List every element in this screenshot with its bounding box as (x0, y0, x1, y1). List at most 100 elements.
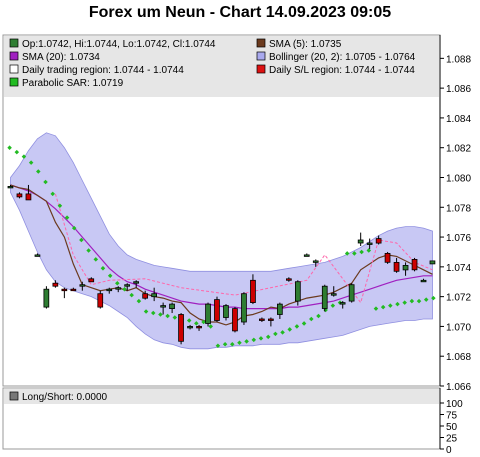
legend-swatch (256, 51, 266, 61)
candle-body (205, 303, 211, 324)
legend-label: Bollinger (20, 2): 1.0705 - 1.0764 (269, 52, 416, 63)
sar-point (71, 225, 77, 231)
candle-body (339, 302, 346, 305)
sub-y-tick-label: 0 (446, 445, 452, 456)
y-tick-label: 1.074 (446, 263, 471, 274)
candle-body (142, 293, 148, 299)
candle-body (321, 285, 328, 309)
legend-swatch (256, 38, 266, 48)
legend-label: SMA (20): 1.0734 (22, 52, 100, 63)
sar-point (115, 280, 120, 286)
sub-legend-swatch (9, 391, 19, 401)
sar-point (172, 315, 178, 320)
sar-point (36, 169, 41, 174)
chart-title: Forex um Neun - Chart 14.09.2023 09:05 (88, 4, 392, 21)
sma-20-path (10, 184, 433, 310)
candle-body (61, 288, 68, 292)
sar-point (373, 306, 379, 311)
candle-body (330, 293, 337, 296)
candle-body (420, 279, 427, 283)
sar-point (129, 292, 134, 298)
y-tick-label: 1.082 (446, 144, 471, 155)
y-tick-label: 1.066 (446, 382, 471, 393)
candle-body (52, 282, 59, 287)
sub-legend-box (4, 389, 439, 404)
legend-label: Daily trading region: 1.0744 - 1.0744 (22, 65, 184, 76)
sar-point (215, 343, 221, 349)
legend: Op:1.0742, Hi:1.0744, Lo:1.0742, Cl:1.07… (9, 38, 416, 89)
candle-body (276, 303, 283, 315)
sar-point (344, 251, 350, 256)
sar-point (388, 303, 393, 308)
sub-y-tick-label: 25 (446, 434, 458, 445)
candle-body (160, 305, 166, 308)
y-tick-label: 1.072 (446, 293, 471, 304)
candle-body (115, 287, 122, 290)
y-tick-label: 1.080 (446, 173, 471, 184)
candle-body (303, 254, 310, 257)
sma-20-line (10, 184, 433, 310)
legend-swatch (9, 38, 19, 48)
sar-point (294, 324, 300, 329)
sub-y-tick-label: 100 (446, 399, 463, 410)
legend-label: Daily S/L region: 1.0744 - 1.0744 (269, 65, 415, 76)
candles (7, 184, 436, 345)
sar-point (280, 330, 285, 335)
y-tick-label: 1.078 (446, 203, 471, 214)
sar-point (423, 297, 429, 302)
candle-body (88, 278, 95, 283)
candle-body (258, 318, 265, 321)
y-tick-label: 1.088 (446, 54, 471, 65)
sl-path (54, 193, 433, 304)
sar-point (431, 295, 436, 301)
y-tick-label: 1.086 (446, 84, 471, 95)
sar-point (287, 327, 292, 332)
sar-point (150, 310, 156, 316)
candle-body (106, 288, 113, 292)
sar-point (301, 321, 307, 326)
legend-label: Parabolic SAR: 1.0719 (22, 78, 124, 89)
candle-body (178, 314, 184, 342)
sar-point (316, 313, 321, 319)
sub-legend-label: Long/Short: 0.0000 (22, 392, 108, 403)
sar-point (158, 312, 163, 317)
sar-point (93, 257, 99, 262)
candle-body (267, 318, 274, 321)
sar-point (201, 319, 206, 325)
sar-point (194, 321, 199, 326)
candle-body (25, 193, 32, 201)
sar-point (43, 179, 48, 185)
legend-swatch (9, 51, 19, 61)
sl-line (54, 193, 433, 304)
legend-swatch (9, 64, 19, 74)
candle-body (294, 281, 301, 302)
main-panel: Op:1.0742, Hi:1.0744, Lo:1.0742, Cl:1.07… (2, 34, 471, 393)
sar-point (258, 336, 264, 341)
legend-swatch (9, 77, 19, 87)
sar-point (100, 266, 106, 271)
candle-body (16, 193, 23, 198)
sar-point (359, 249, 364, 255)
candle-body (43, 288, 50, 308)
candle-body (124, 284, 130, 287)
candle-body (384, 252, 391, 263)
candle-body (402, 264, 409, 271)
sar-point (416, 298, 422, 304)
candle-body (241, 293, 247, 323)
y-tick-label: 1.068 (446, 352, 471, 363)
sma-5-path (10, 184, 433, 326)
sar-point (409, 298, 415, 304)
legend-swatch (256, 64, 266, 74)
candle-body (7, 185, 14, 189)
sar-point (265, 334, 271, 340)
candle-body (393, 261, 400, 272)
candle-body (70, 288, 77, 292)
candle-body (223, 305, 229, 318)
sar-point (309, 316, 314, 322)
y-tick-label: 1.070 (446, 322, 471, 333)
legend-box (4, 36, 439, 97)
candle-body (375, 238, 382, 244)
candle-body (196, 325, 202, 329)
candle-body (232, 308, 238, 332)
